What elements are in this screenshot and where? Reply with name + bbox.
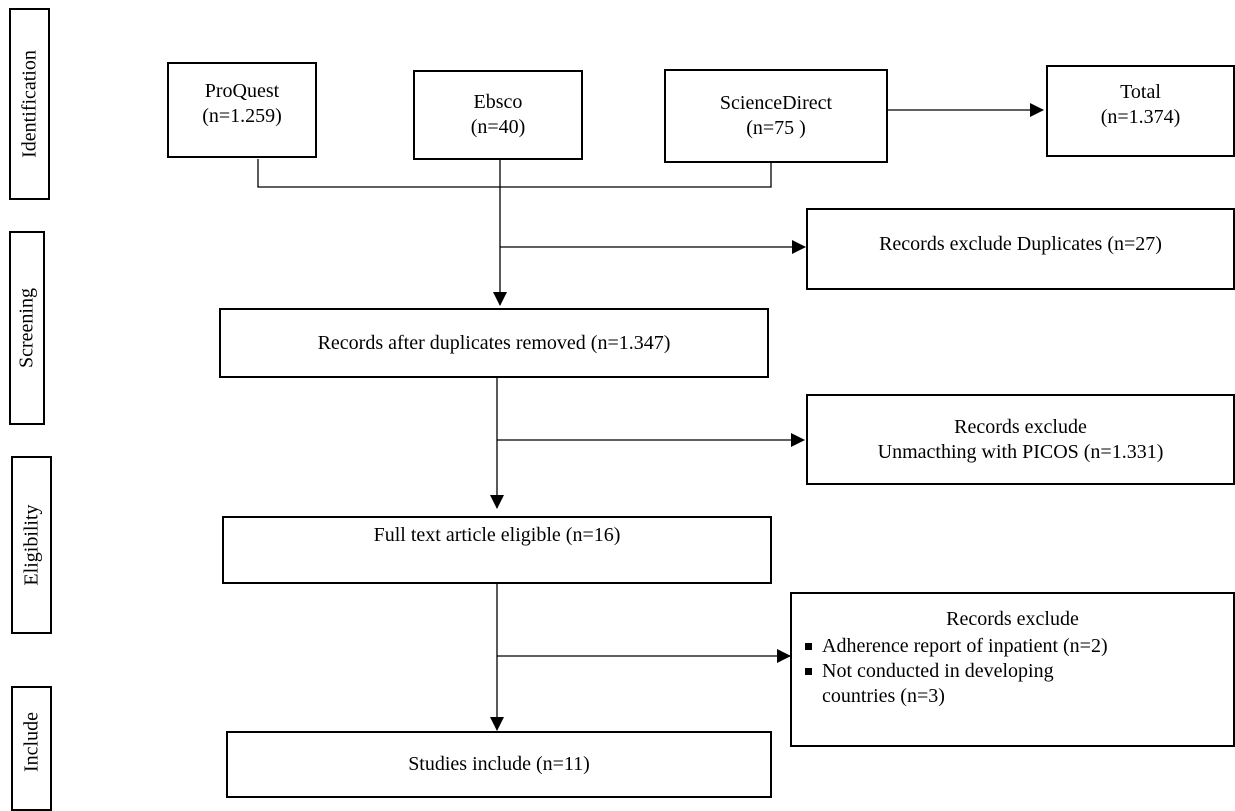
exclude-final-list: Adherence report of inpatient (n=2) Not … bbox=[792, 634, 1233, 709]
source-sciencedirect-count: (n=75 ) bbox=[746, 117, 806, 139]
exclude-final-box: Records exclude Adherence report of inpa… bbox=[790, 592, 1235, 747]
phase-include: Include bbox=[11, 686, 52, 811]
phase-eligibility: Eligibility bbox=[11, 456, 52, 634]
exclude-duplicates-box: Records exclude Duplicates (n=27) bbox=[806, 208, 1235, 290]
exclude-final-title: Records exclude bbox=[946, 608, 1079, 630]
exclude-duplicates-text: Records exclude Duplicates (n=27) bbox=[879, 233, 1162, 255]
exclude-final-item: Adherence report of inpatient (n=2) bbox=[802, 634, 1233, 659]
after-duplicates-text: Records after duplicates removed (n=1.34… bbox=[317, 331, 671, 354]
full-text-box: Full text article eligible (n=16) bbox=[222, 516, 772, 584]
total-count: (n=1.374) bbox=[1100, 106, 1181, 128]
phase-identification: Identification bbox=[9, 8, 50, 200]
phase-screening: Screening bbox=[9, 231, 45, 425]
source-sciencedirect-name: ScienceDirect bbox=[719, 92, 833, 114]
exclude-picos-title: Records exclude bbox=[954, 415, 1087, 438]
studies-include-text: Studies include (n=11) bbox=[408, 753, 590, 775]
total-box: Total (n=1.374) bbox=[1046, 65, 1235, 157]
source-proquest-box: ProQuest (n=1.259) bbox=[167, 62, 317, 158]
source-proquest-count: (n=1.259) bbox=[202, 105, 282, 127]
merge-line bbox=[257, 159, 772, 188]
exclude-picos-detail: Unmacthing with PICOS (n=1.331) bbox=[877, 440, 1164, 463]
source-ebsco-name: Ebsco bbox=[473, 91, 523, 113]
studies-include-box: Studies include (n=11) bbox=[226, 731, 772, 798]
exclude-final-item: Not conducted in developing countries (n… bbox=[802, 659, 1122, 709]
total-name: Total bbox=[1120, 81, 1161, 103]
full-text-text: Full text article eligible (n=16) bbox=[373, 524, 621, 546]
source-ebsco-box: Ebsco (n=40) bbox=[413, 70, 583, 160]
exclude-picos-box: Records exclude Unmacthing with PICOS (n… bbox=[806, 394, 1235, 485]
source-ebsco-count: (n=40) bbox=[470, 116, 526, 138]
source-proquest-name: ProQuest bbox=[204, 80, 280, 102]
source-sciencedirect-box: ScienceDirect (n=75 ) bbox=[664, 69, 888, 163]
after-duplicates-box: Records after duplicates removed (n=1.34… bbox=[219, 308, 769, 378]
